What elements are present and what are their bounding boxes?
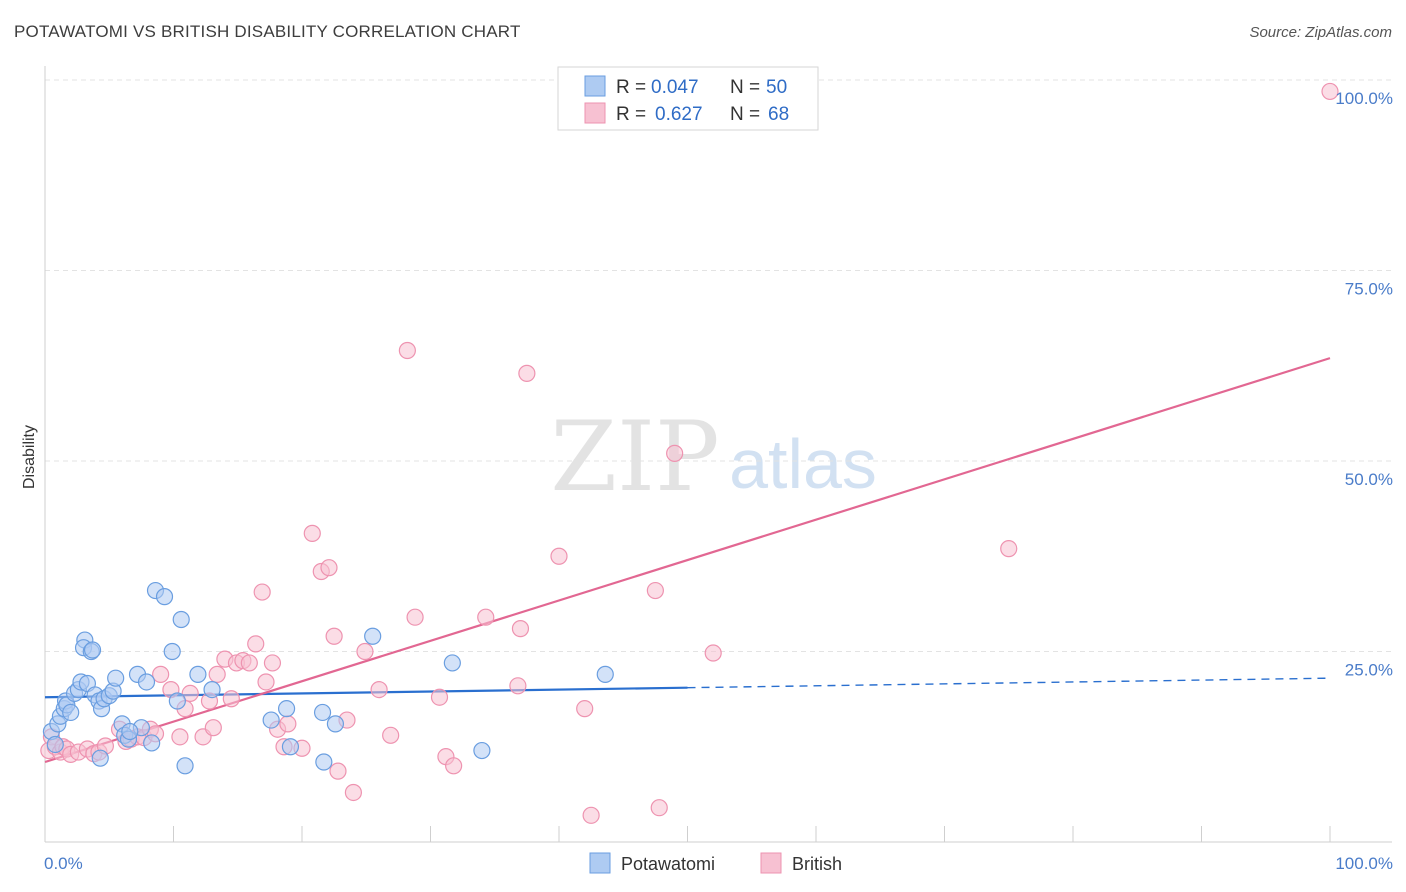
point-potawatomi bbox=[313, 703, 332, 722]
trend-line-potawatomi-dashed bbox=[687, 677, 1331, 689]
point-british bbox=[430, 688, 449, 706]
point-british bbox=[208, 665, 226, 683]
trend-line-potawatomi bbox=[44, 686, 688, 699]
point-potawatomi bbox=[155, 588, 174, 606]
point-british bbox=[704, 644, 722, 662]
point-potawatomi bbox=[83, 641, 102, 659]
point-british bbox=[477, 608, 495, 626]
chart-title: POTAWATOMI VS BRITISH DISABILITY CORRELA… bbox=[14, 22, 521, 41]
point-british bbox=[445, 757, 463, 775]
y-tick-label: 100.0% bbox=[1335, 89, 1393, 108]
point-british bbox=[550, 547, 568, 565]
point-potawatomi bbox=[172, 610, 190, 629]
point-british bbox=[666, 444, 684, 462]
axes bbox=[44, 66, 1392, 843]
legend-r-value-british: 0.627 bbox=[655, 104, 703, 125]
point-british bbox=[279, 715, 297, 733]
point-potawatomi bbox=[443, 654, 461, 672]
y-axis-title: Disability bbox=[21, 425, 38, 489]
point-potawatomi bbox=[91, 749, 109, 767]
bottom-legend-swatch-potawatomi bbox=[589, 852, 611, 874]
point-potawatomi bbox=[137, 673, 156, 691]
point-british bbox=[181, 684, 199, 703]
point-british bbox=[222, 690, 240, 708]
point-british bbox=[650, 799, 668, 817]
point-potawatomi bbox=[596, 665, 614, 683]
point-potawatomi bbox=[281, 738, 300, 756]
legend-r-label-potawatomi: R = bbox=[616, 77, 646, 98]
point-british bbox=[303, 524, 321, 542]
point-potawatomi bbox=[326, 715, 345, 733]
point-british bbox=[263, 654, 282, 672]
point-british bbox=[576, 700, 594, 718]
correlation-legend: R = 0.047 N = 50 R = 0.627 N = 68 bbox=[557, 66, 819, 131]
point-british bbox=[253, 583, 271, 601]
point-potawatomi bbox=[176, 757, 194, 775]
point-british bbox=[152, 665, 170, 683]
point-british bbox=[344, 783, 362, 802]
point-potawatomi bbox=[143, 734, 161, 752]
trend-line-british bbox=[44, 357, 1331, 764]
point-british bbox=[204, 719, 222, 737]
point-british bbox=[646, 581, 664, 600]
legend-r-value-potawatomi: 0.047 bbox=[651, 77, 699, 98]
data-points bbox=[40, 82, 1339, 824]
y-tick-label: 75.0% bbox=[1345, 280, 1393, 299]
legend-n-value-potawatomi: 50 bbox=[766, 77, 787, 98]
point-potawatomi bbox=[168, 692, 186, 710]
point-british bbox=[1321, 82, 1339, 101]
point-potawatomi bbox=[163, 642, 181, 661]
point-british bbox=[320, 559, 338, 577]
point-british bbox=[518, 364, 536, 382]
x-tick-label-min: 0.0% bbox=[44, 854, 83, 873]
watermark-atlas: atlas bbox=[729, 425, 877, 503]
bottom-legend-label-potawatomi: Potawatomi bbox=[621, 854, 715, 874]
point-potawatomi bbox=[62, 703, 80, 722]
point-potawatomi bbox=[315, 753, 333, 771]
watermark-zip: ZIP bbox=[550, 401, 719, 513]
point-british bbox=[325, 627, 343, 645]
series-legend: Potawatomi British bbox=[589, 852, 842, 874]
point-potawatomi bbox=[107, 669, 125, 687]
point-british bbox=[1000, 540, 1018, 558]
point-british bbox=[370, 680, 388, 699]
point-british bbox=[382, 726, 400, 744]
legend-swatch-british bbox=[584, 102, 606, 124]
point-potawatomi bbox=[277, 700, 296, 718]
point-british bbox=[511, 620, 530, 638]
point-british bbox=[247, 635, 265, 653]
point-british bbox=[509, 677, 527, 695]
point-british bbox=[406, 608, 424, 626]
point-british bbox=[398, 341, 416, 360]
point-potawatomi bbox=[189, 665, 207, 683]
source-credit: Source: ZipAtlas.com bbox=[1249, 24, 1392, 41]
y-tick-label: 25.0% bbox=[1345, 661, 1393, 680]
point-potawatomi bbox=[262, 711, 280, 729]
legend-n-value-british: 68 bbox=[768, 104, 789, 125]
legend-n-label-potawatomi: N = bbox=[730, 77, 760, 98]
y-tick-label: 50.0% bbox=[1345, 470, 1393, 489]
point-potawatomi bbox=[121, 722, 139, 741]
bottom-legend-swatch-british bbox=[760, 852, 782, 874]
grid bbox=[45, 79, 1392, 652]
trend-lines bbox=[44, 357, 1331, 764]
point-british bbox=[329, 762, 347, 780]
point-british bbox=[257, 673, 275, 691]
tick-labels: 25.0% 50.0% 75.0% 100.0% 0.0% 100.0% bbox=[44, 89, 1393, 873]
point-british bbox=[171, 728, 189, 746]
point-potawatomi bbox=[473, 741, 491, 760]
point-british bbox=[240, 654, 258, 672]
point-british bbox=[356, 642, 374, 661]
point-british bbox=[582, 806, 600, 824]
point-potawatomi bbox=[46, 735, 64, 754]
x-tick-label-max: 100.0% bbox=[1335, 854, 1393, 873]
legend-swatch-potawatomi bbox=[584, 75, 606, 97]
bottom-legend-label-british: British bbox=[792, 854, 842, 874]
point-potawatomi bbox=[203, 680, 221, 699]
legend-r-label-british: R = bbox=[616, 104, 646, 125]
point-potawatomi bbox=[364, 627, 382, 645]
legend-n-label-british: N = bbox=[730, 104, 760, 125]
